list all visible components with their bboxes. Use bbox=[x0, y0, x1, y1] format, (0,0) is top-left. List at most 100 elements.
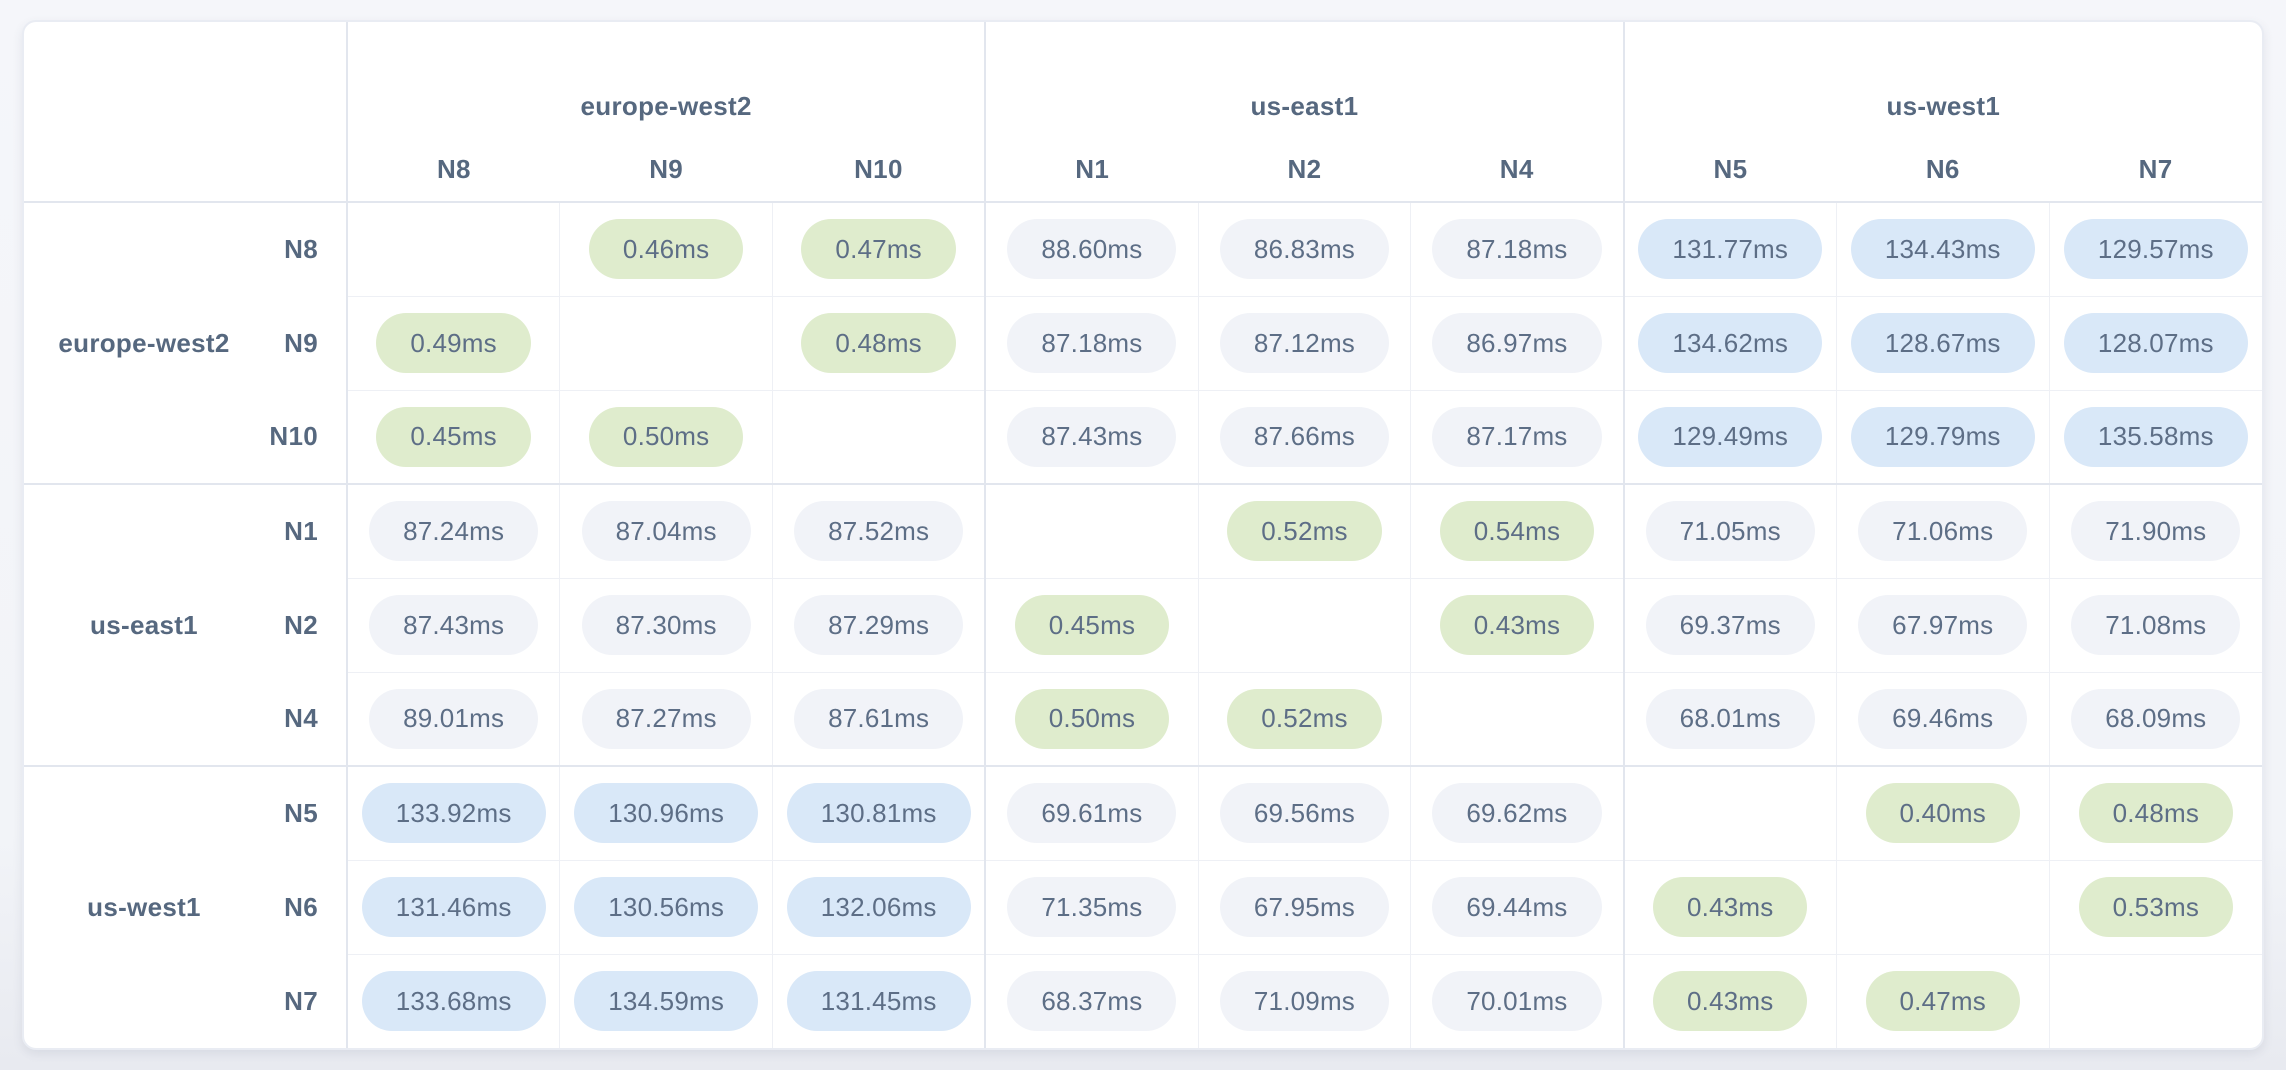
latency-pill-low: 0.48ms bbox=[2078, 783, 2234, 844]
latency-pill-mid: 70.01ms bbox=[1432, 971, 1602, 1032]
latency-cell: 86.83ms bbox=[1197, 201, 1411, 296]
latency-cell: 131.77ms bbox=[1622, 201, 1837, 296]
latency-cell: 130.96ms bbox=[559, 765, 773, 860]
row-header-node-label: N6 bbox=[284, 891, 318, 922]
column-group-us-west1: us-west1 bbox=[1622, 22, 2262, 138]
latency-pill-mid: 87.24ms bbox=[369, 501, 539, 562]
latency-cell: 69.44ms bbox=[1410, 859, 1624, 954]
latency-pill-high: 128.67ms bbox=[1850, 313, 2035, 373]
latency-cell-self bbox=[1835, 859, 2050, 954]
table-row: N6 131.46ms 130.56ms 132.06ms 71.35ms 67.95ms… bbox=[24, 859, 2262, 954]
latency-cell: 0.46ms bbox=[559, 201, 773, 296]
latency-cell: 87.29ms bbox=[772, 577, 986, 672]
latency-pill-mid: 87.43ms bbox=[369, 595, 539, 655]
latency-cell: 87.17ms bbox=[1410, 389, 1624, 484]
latency-pill-high: 129.49ms bbox=[1638, 406, 1823, 467]
row-header-node-label: N9 bbox=[284, 327, 318, 358]
latency-pill-mid: 69.62ms bbox=[1432, 783, 1602, 844]
latency-cell: 0.45ms bbox=[346, 389, 560, 484]
table-row: N7 133.68ms 134.59ms 131.45ms 68.37ms 71.09ms… bbox=[24, 953, 2262, 1048]
latency-cell: 86.97ms bbox=[1410, 295, 1624, 390]
latency-cell: 129.49ms bbox=[1622, 389, 1837, 484]
latency-pill-low: 0.52ms bbox=[1227, 501, 1382, 562]
latency-matrix-card: europe-west2 us-east1 us-west1 N8 N9 N10… bbox=[22, 20, 2264, 1050]
latency-pill-mid: 88.60ms bbox=[1007, 219, 1177, 280]
latency-cell: 0.40ms bbox=[1835, 765, 2050, 860]
column-header-n2: N2 bbox=[1287, 154, 1322, 184]
latency-cell: 71.09ms bbox=[1197, 953, 1411, 1048]
latency-pill-low: 0.54ms bbox=[1439, 501, 1595, 562]
latency-pill-mid: 87.61ms bbox=[794, 688, 964, 749]
latency-cell: 128.67ms bbox=[1835, 295, 2050, 390]
latency-cell: 0.48ms bbox=[2048, 765, 2262, 860]
latency-cell: 133.68ms bbox=[346, 953, 560, 1048]
matrix-body: europe-west2 N8 0.46ms 0.47ms 88.60ms 86.83ms… bbox=[24, 201, 2262, 1048]
latency-cell: 0.43ms bbox=[1410, 577, 1624, 672]
latency-cell: 87.18ms bbox=[984, 295, 1199, 390]
latency-cell: 87.04ms bbox=[559, 483, 773, 578]
row-group-region-label: us-east1 bbox=[24, 483, 264, 766]
latency-pill-high: 133.92ms bbox=[361, 783, 546, 844]
column-header-n4: N4 bbox=[1499, 154, 1534, 184]
row-group-region-label: europe-west2 bbox=[24, 201, 264, 484]
latency-pill-low: 0.53ms bbox=[2078, 877, 2234, 937]
latency-pill-mid: 68.01ms bbox=[1645, 688, 1815, 749]
table-row: us-east1 N1 87.24ms 87.04ms 87.52ms 0.52ms 0.5… bbox=[24, 483, 2262, 766]
column-group-europe-west2: europe-west2 bbox=[345, 22, 986, 138]
latency-cell: 134.59ms bbox=[559, 953, 773, 1048]
table-row: europe-west2 N8 0.46ms 0.47ms 88.60ms 86.83ms… bbox=[24, 201, 2262, 484]
latency-cell: 69.62ms bbox=[1410, 765, 1624, 860]
latency-pill-high: 130.81ms bbox=[786, 783, 971, 844]
latency-pill-high: 130.96ms bbox=[574, 783, 759, 844]
latency-cell: 67.97ms bbox=[1835, 577, 2050, 672]
node-header-row: N8 N9 N10 N1 N2 N4 N5 N6 N7 bbox=[24, 138, 2262, 202]
latency-cell-self bbox=[1410, 671, 1624, 766]
latency-cell: 68.09ms bbox=[2048, 671, 2262, 766]
latency-pill-low: 0.50ms bbox=[588, 406, 744, 467]
latency-cell: 70.01ms bbox=[1410, 953, 1624, 1048]
latency-pill-mid: 71.08ms bbox=[2071, 595, 2241, 655]
latency-cell: 129.79ms bbox=[1835, 389, 2050, 484]
latency-cell: 87.43ms bbox=[346, 577, 560, 672]
latency-cell: 87.30ms bbox=[559, 577, 773, 672]
latency-pill-mid: 71.06ms bbox=[1858, 501, 2028, 562]
latency-cell-self bbox=[1197, 577, 1411, 672]
latency-pill-high: 131.46ms bbox=[361, 877, 546, 937]
latency-pill-mid: 68.37ms bbox=[1007, 971, 1177, 1032]
table-row: N2 87.43ms 87.30ms 87.29ms 0.45ms 0.43ms 69.37… bbox=[24, 577, 2262, 672]
latency-cell: 0.50ms bbox=[559, 389, 773, 484]
latency-pill-mid: 86.83ms bbox=[1219, 219, 1389, 280]
latency-cell: 128.07ms bbox=[2048, 295, 2262, 390]
latency-cell: 87.12ms bbox=[1197, 295, 1411, 390]
latency-cell: 69.61ms bbox=[984, 765, 1199, 860]
latency-pill-low: 0.43ms bbox=[1652, 877, 1808, 937]
latency-cell: 87.61ms bbox=[772, 671, 986, 766]
latency-cell: 67.95ms bbox=[1197, 859, 1411, 954]
latency-pill-high: 129.79ms bbox=[1850, 406, 2035, 467]
column-header-n1: N1 bbox=[984, 138, 1199, 202]
latency-pill-high: 134.43ms bbox=[1850, 219, 2035, 280]
row-header-node-label: N10 bbox=[269, 421, 318, 451]
latency-pill-mid: 67.95ms bbox=[1219, 877, 1389, 937]
latency-cell: 68.37ms bbox=[984, 953, 1199, 1048]
latency-pill-high: 135.58ms bbox=[2063, 406, 2248, 467]
latency-cell: 89.01ms bbox=[346, 671, 560, 766]
latency-cell: 69.56ms bbox=[1197, 765, 1411, 860]
latency-cell: 131.45ms bbox=[772, 953, 986, 1048]
latency-cell: 135.58ms bbox=[2048, 389, 2262, 484]
latency-cell-self bbox=[1622, 765, 1837, 860]
latency-pill-mid: 87.27ms bbox=[581, 688, 751, 749]
latency-cell: 131.46ms bbox=[346, 859, 560, 954]
latency-cell: 0.52ms bbox=[1197, 671, 1411, 766]
latency-pill-mid: 87.17ms bbox=[1432, 406, 1602, 467]
latency-cell: 129.57ms bbox=[2048, 201, 2262, 296]
latency-pill-low: 0.43ms bbox=[1439, 595, 1595, 655]
latency-cell: 87.27ms bbox=[559, 671, 773, 766]
latency-cell: 0.45ms bbox=[984, 577, 1199, 672]
table-row: N4 89.01ms 87.27ms 87.61ms 0.50ms 0.52ms 68.01… bbox=[24, 671, 2262, 766]
latency-cell: 69.37ms bbox=[1622, 577, 1837, 672]
latency-pill-mid: 69.56ms bbox=[1219, 783, 1389, 844]
latency-cell-self bbox=[984, 483, 1199, 578]
latency-cell: 71.05ms bbox=[1622, 483, 1837, 578]
latency-pill-high: 128.07ms bbox=[2063, 313, 2248, 373]
